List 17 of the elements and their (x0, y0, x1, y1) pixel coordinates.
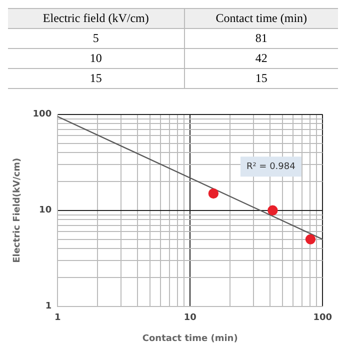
y-tick-label: 10 (39, 206, 52, 216)
annotation: R² = 0.984 (246, 162, 296, 172)
text: 42 (184, 48, 338, 68)
x-tick-label: 10 (184, 313, 196, 324)
text: 15 (184, 68, 338, 88)
y-tick-label: 1 (45, 302, 52, 312)
x-axis-title: Contact time (min) (142, 334, 238, 344)
x-tick-label: 100 (313, 313, 332, 324)
text: 5 (8, 28, 184, 48)
text: 81 (184, 28, 338, 48)
text: 15 (8, 68, 184, 88)
text: Contact time (min) (184, 8, 338, 28)
y-axis-title: Electric Field(kV/cm) (12, 158, 23, 263)
text: Electric field (kV/cm) (8, 8, 184, 28)
y-tick-label: 100 (32, 110, 52, 120)
text: 10 (8, 48, 184, 68)
x-tick-label: 1 (54, 313, 61, 324)
